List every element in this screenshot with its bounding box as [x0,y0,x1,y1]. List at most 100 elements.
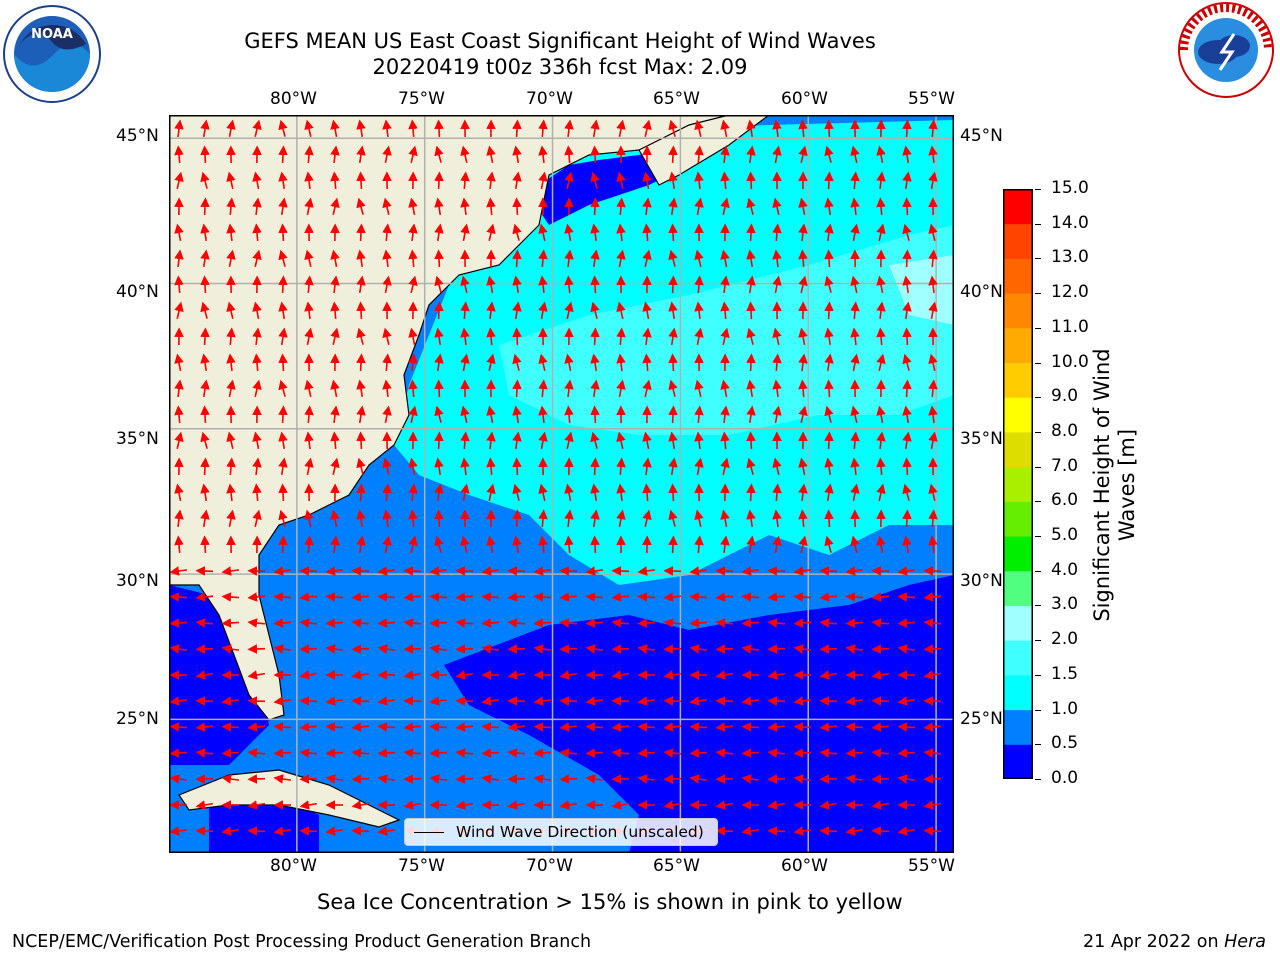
wind-vector-arrow [351,722,370,732]
wind-vector-arrow [299,592,318,602]
wind-vector-arrow [876,483,886,501]
wind-vector-arrow [668,379,678,397]
wind-vector-arrow [403,566,422,576]
wind-vector-arrow [252,327,262,346]
wind-vector-arrow [226,483,236,502]
wind-vector-arrow [304,379,314,397]
colorbar-tick-label: 4.0 [1035,560,1078,580]
wind-vector-arrow [330,275,340,294]
wind-vector-arrow [174,483,184,502]
lat-tick-right-1: 45°N [960,126,1003,146]
wind-vector-arrow [252,301,262,320]
wind-vector-arrow [382,145,392,164]
wind-vector-arrow [668,301,678,320]
wind-vector-arrow [772,249,782,268]
wind-vector-arrow [221,592,240,602]
wind-vector-arrow [200,197,210,216]
wind-vector-arrow [377,618,396,628]
wind-vector-arrow [616,223,626,242]
wind-vector-arrow [928,483,938,501]
wind-vector-arrow [845,774,864,784]
wind-vector-arrow [564,171,574,189]
wind-vector-arrow [746,535,756,554]
wind-vector-arrow [377,774,396,784]
wind-vector-arrow [481,748,500,758]
wind-vector-arrow [746,353,756,372]
wind-vector-arrow [533,696,552,706]
wind-vector-arrow [351,644,370,654]
wind-vector-arrow [195,670,214,680]
wind-vector-arrow [434,119,444,138]
wind-vector-arrow [902,171,912,190]
wind-vector-arrow [663,618,682,628]
wind-vector-arrow [793,722,812,732]
wind-vector-arrow [304,405,314,424]
wind-vector-arrow [694,509,704,527]
wind-vector-arrow [715,774,734,784]
wind-vector-arrow [564,483,574,502]
colorbar-tick-label: 6.0 [1035,490,1078,510]
wind-vector-arrow [325,644,344,654]
wind-vector-arrow [273,644,292,654]
colorbar-tick-label: 0.0 [1035,768,1078,788]
wind-vector-arrow [377,592,396,602]
wind-vector-arrow [429,566,448,576]
wind-vector-arrow [507,644,526,654]
wind-vector-arrow [564,145,574,164]
wind-vector-arrow [486,535,496,554]
wind-vector-arrow [408,457,418,476]
wind-vector-arrow [356,327,366,345]
wind-vector-arrow [382,249,392,268]
wind-vector-arrow [585,722,604,732]
wind-vector-arrow [876,457,886,476]
wind-vector-arrow [767,748,786,758]
wind-vector-arrow [273,826,292,836]
wind-vector-arrow [824,483,834,502]
wind-vector-arrow [226,301,236,319]
wind-vector-arrow [694,535,704,554]
wind-vector-arrow [455,566,474,576]
wind-vector-arrow [642,327,652,346]
wind-vector-arrow [772,457,782,475]
wind-vector-arrow [299,748,318,758]
wind-vector-arrow [325,592,344,602]
wind-vector-arrow [226,119,236,138]
wind-vector-arrow [169,774,188,784]
sea-ice-note: Sea Ice Concentration > 15% is shown in … [317,890,903,914]
wind-vector-arrow [486,353,496,371]
map-legend: Wind Wave Direction (unscaled) [404,818,718,846]
wind-vector-arrow [564,223,574,242]
wind-vector-arrow [512,275,522,294]
wind-vector-arrow [798,145,808,163]
wind-vector-arrow [429,774,448,784]
wind-vector-arrow [481,774,500,784]
wind-vector-arrow [819,644,838,654]
wind-vector-arrow [460,327,470,346]
wind-vector-arrow [767,696,786,706]
wind-vector-arrow [902,405,912,424]
wind-vector-arrow [278,249,288,267]
wind-vector-arrow [278,275,288,294]
wind-vector-arrow [382,509,392,528]
wind-vector-arrow [720,197,730,215]
colorbar-tick-label: 7.0 [1035,456,1078,476]
wind-vector-arrow [512,509,522,528]
wind-vector-arrow [819,722,838,732]
wind-vector-arrow [668,457,678,476]
wind-vector-arrow [278,405,288,424]
wind-vector-arrow [616,327,626,346]
wind-vector-arrow [460,483,470,502]
wind-vector-arrow [195,618,214,628]
wind-vector-arrow [299,774,318,784]
wind-vector-arrow [902,353,912,371]
lon-tick-bottom-5: 60°W [781,856,828,876]
wind-vector-arrow [850,353,860,372]
wind-vector-arrow [408,353,418,372]
wind-vector-arrow [746,509,756,528]
wind-vector-arrow [226,379,236,398]
wind-vector-arrow [356,431,366,450]
wind-vector-arrow [429,722,448,732]
wind-vector-arrow [616,353,626,372]
wind-vector-arrow [195,800,214,810]
wind-vector-arrow [876,353,886,371]
